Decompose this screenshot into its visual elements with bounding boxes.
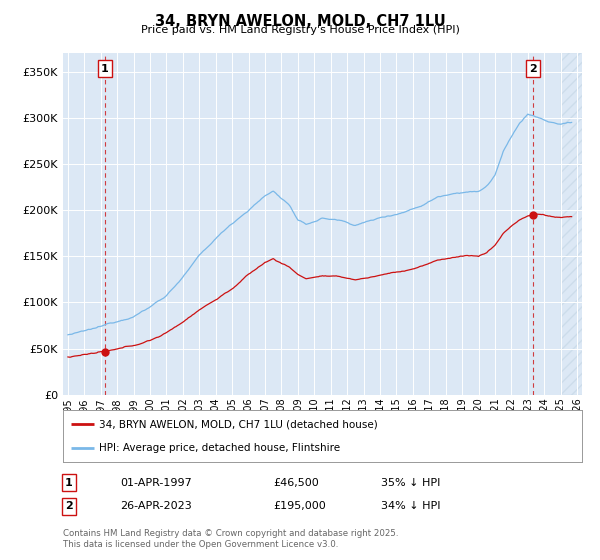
Text: HPI: Average price, detached house, Flintshire: HPI: Average price, detached house, Flin… bbox=[100, 443, 340, 453]
Text: £46,500: £46,500 bbox=[273, 478, 319, 488]
Text: 1: 1 bbox=[65, 478, 73, 488]
Text: 26-APR-2023: 26-APR-2023 bbox=[120, 501, 192, 511]
Text: 34, BRYN AWELON, MOLD, CH7 1LU (detached house): 34, BRYN AWELON, MOLD, CH7 1LU (detached… bbox=[100, 419, 378, 430]
Text: £195,000: £195,000 bbox=[273, 501, 326, 511]
Text: 1: 1 bbox=[101, 64, 109, 73]
Text: 34% ↓ HPI: 34% ↓ HPI bbox=[381, 501, 440, 511]
Text: 2: 2 bbox=[65, 501, 73, 511]
Text: 2: 2 bbox=[529, 64, 537, 73]
Bar bbox=[560, 53, 598, 395]
Text: 01-APR-1997: 01-APR-1997 bbox=[120, 478, 192, 488]
Text: 35% ↓ HPI: 35% ↓ HPI bbox=[381, 478, 440, 488]
Text: Contains HM Land Registry data © Crown copyright and database right 2025.
This d: Contains HM Land Registry data © Crown c… bbox=[63, 529, 398, 549]
Text: 34, BRYN AWELON, MOLD, CH7 1LU: 34, BRYN AWELON, MOLD, CH7 1LU bbox=[155, 14, 445, 29]
Text: Price paid vs. HM Land Registry's House Price Index (HPI): Price paid vs. HM Land Registry's House … bbox=[140, 25, 460, 35]
